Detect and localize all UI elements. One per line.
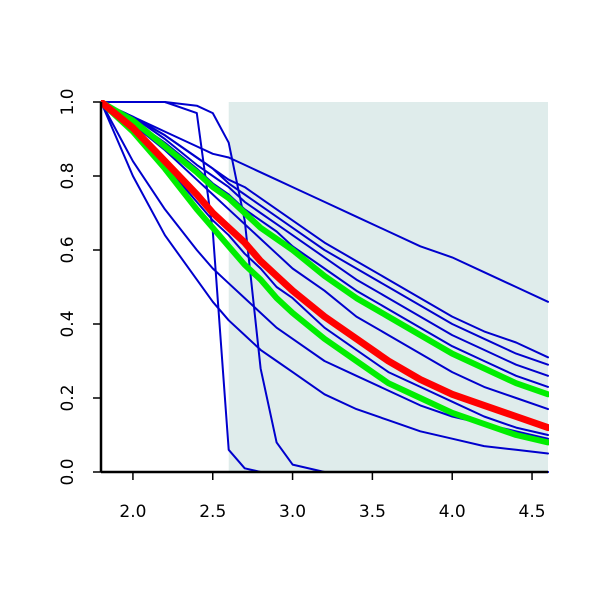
data-line <box>101 101 549 377</box>
y-tick-label: 0.8 <box>58 162 78 189</box>
data-line <box>101 100 549 432</box>
x-tick-label: 3.5 <box>359 502 386 522</box>
data-line <box>101 100 549 446</box>
x-tick-label: 4.0 <box>439 502 466 522</box>
data-line <box>101 100 549 398</box>
y-tick-label: 0.2 <box>58 384 78 411</box>
x-tick-label: 3.0 <box>279 502 306 522</box>
x-tick-label: 2.5 <box>199 502 226 522</box>
data-line <box>101 101 549 411</box>
y-tick-label: 1.0 <box>58 88 78 115</box>
x-tick-label: 2.0 <box>119 502 146 522</box>
y-tick-label: 0.0 <box>58 458 78 485</box>
y-tick-label: 0.4 <box>58 310 78 337</box>
data-line <box>101 101 549 303</box>
data-line <box>101 101 549 436</box>
data-line <box>101 101 549 366</box>
plot-lines <box>101 100 549 473</box>
x-tick-label: 4.5 <box>519 502 546 522</box>
data-line <box>101 101 549 455</box>
y-tick-label: 0.6 <box>58 236 78 263</box>
